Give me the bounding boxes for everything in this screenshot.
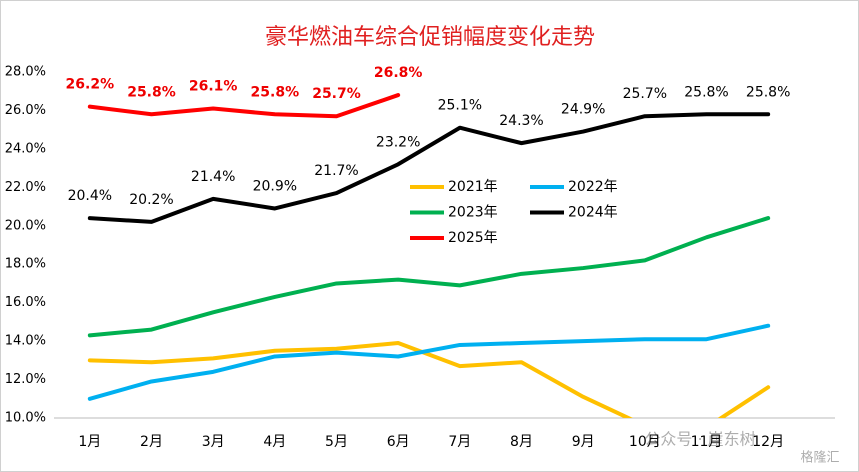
plot [87,93,771,418]
y-tick-label: 16.0% [5,295,46,310]
series-line [87,216,771,338]
x-tick-label: 5月 [325,434,348,450]
data-label: 25.1% [438,98,482,114]
data-label: 20.9% [253,178,297,194]
y-tick-label: 20.0% [5,218,46,233]
x-tick-label: 4月 [263,434,286,450]
x-tick-label: 3月 [202,434,225,450]
data-label: 26.2% [66,77,115,93]
legend-label: 2023年 [448,205,498,221]
x-tick-label: 1月 [78,434,101,450]
data-label: 20.4% [68,188,112,204]
data-label: 26.8% [374,65,423,81]
series-line [87,112,771,224]
watermark: 格隆汇 [800,450,839,466]
data-label: 24.3% [499,113,543,129]
data-label: 25.8% [684,84,728,100]
series-line [87,323,771,401]
data-label: 25.8% [251,84,300,100]
data-label: 24.9% [561,102,605,118]
legend-label: 2024年 [568,205,618,221]
data-label: 20.2% [129,192,173,208]
y-tick-label: 14.0% [5,334,46,349]
x-tick-label: 10月 [629,434,661,450]
x-tick-label: 11月 [691,434,723,450]
data-label: 26.1% [189,79,238,95]
data-label: 23.2% [376,134,420,150]
y-tick-label: 22.0% [5,180,46,195]
x-tick-label: 12月 [752,434,784,450]
data-label: 25.7% [623,86,667,102]
series-line [87,341,771,418]
y-tick-label: 10.0% [5,411,46,426]
data-label: 25.8% [127,84,176,100]
data-label: 21.7% [314,163,358,179]
x-tick-label: 8月 [510,434,533,450]
y-tick-label: 12.0% [5,372,46,387]
y-tick-label: 26.0% [5,103,46,118]
data-label: 25.7% [312,86,361,102]
x-tick-label: 9月 [572,434,595,450]
y-tick-label: 24.0% [5,141,46,156]
watermark: 公众号 · 崖东树 [644,430,755,449]
legend-label: 2022年 [568,179,618,195]
x-tick-label: 6月 [387,434,410,450]
series-line [87,93,401,119]
y-tick-label: 18.0% [5,257,46,272]
legend-label: 2025年 [448,230,498,246]
chart-title: 豪华燃油车综合促销幅度变化走势 [265,25,595,50]
data-label: 25.8% [746,84,790,100]
legend-label: 2021年 [448,179,498,195]
x-tick-label: 7月 [448,434,471,450]
data-label: 21.4% [191,169,235,185]
x-tick-label: 2月 [140,434,163,450]
y-tick-label: 28.0% [5,65,46,80]
